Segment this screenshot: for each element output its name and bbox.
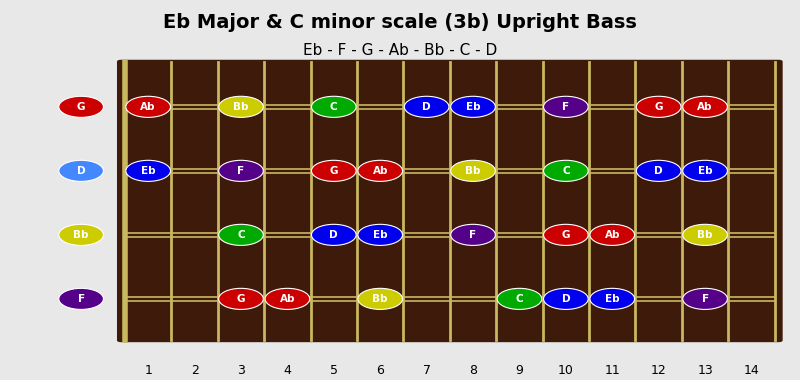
Circle shape [450, 224, 495, 245]
Circle shape [311, 160, 356, 181]
Text: G: G [77, 102, 86, 112]
Circle shape [636, 160, 681, 181]
Circle shape [218, 96, 263, 117]
FancyBboxPatch shape [117, 60, 782, 342]
Text: C: C [330, 102, 338, 112]
Text: Ab: Ab [141, 102, 156, 112]
Text: G: G [237, 294, 246, 304]
Circle shape [358, 160, 402, 181]
Text: D: D [562, 294, 570, 304]
Text: G: G [330, 166, 338, 176]
Circle shape [358, 288, 402, 309]
Text: Bb: Bb [234, 102, 249, 112]
Circle shape [58, 224, 103, 245]
Circle shape [682, 160, 727, 181]
Circle shape [126, 96, 170, 117]
Circle shape [218, 224, 263, 245]
Text: Ab: Ab [373, 166, 388, 176]
Text: Bb: Bb [74, 230, 89, 240]
Circle shape [682, 288, 727, 309]
Circle shape [126, 160, 170, 181]
Text: 12: 12 [650, 364, 666, 377]
Text: Eb: Eb [698, 166, 712, 176]
Text: F: F [78, 294, 85, 304]
Text: 14: 14 [744, 364, 759, 377]
Circle shape [497, 288, 542, 309]
Text: 1: 1 [144, 364, 152, 377]
Text: 4: 4 [283, 364, 291, 377]
Circle shape [450, 160, 495, 181]
Text: Bb: Bb [466, 166, 481, 176]
Circle shape [58, 96, 103, 117]
Circle shape [58, 288, 103, 309]
Text: Eb: Eb [466, 102, 480, 112]
Circle shape [590, 224, 634, 245]
Text: 2: 2 [190, 364, 198, 377]
Circle shape [404, 96, 449, 117]
Circle shape [450, 96, 495, 117]
Text: 10: 10 [558, 364, 574, 377]
Text: D: D [422, 102, 431, 112]
Text: C: C [562, 166, 570, 176]
Circle shape [58, 160, 103, 181]
Text: 7: 7 [422, 364, 430, 377]
Text: 8: 8 [469, 364, 477, 377]
Text: G: G [562, 230, 570, 240]
Text: Ab: Ab [280, 294, 295, 304]
Circle shape [682, 96, 727, 117]
Text: Eb: Eb [373, 230, 387, 240]
Text: Ab: Ab [605, 230, 620, 240]
Circle shape [543, 96, 588, 117]
Circle shape [543, 224, 588, 245]
Text: C: C [237, 230, 245, 240]
Text: F: F [702, 294, 709, 304]
Circle shape [543, 160, 588, 181]
Text: F: F [238, 166, 245, 176]
Text: 11: 11 [604, 364, 620, 377]
Text: Bb: Bb [698, 230, 713, 240]
Text: D: D [654, 166, 663, 176]
Text: 9: 9 [515, 364, 523, 377]
Circle shape [358, 224, 402, 245]
Circle shape [636, 96, 681, 117]
Text: Ab: Ab [698, 102, 713, 112]
Text: Eb: Eb [605, 294, 619, 304]
Circle shape [311, 224, 356, 245]
Text: Eb Major & C minor scale (3b) Upright Bass: Eb Major & C minor scale (3b) Upright Ba… [163, 13, 637, 32]
Text: C: C [516, 294, 523, 304]
Text: D: D [77, 166, 86, 176]
Circle shape [265, 288, 310, 309]
Text: 13: 13 [698, 364, 713, 377]
Text: Eb - F - G - Ab - Bb - C - D: Eb - F - G - Ab - Bb - C - D [303, 43, 497, 58]
Circle shape [682, 224, 727, 245]
Circle shape [218, 288, 263, 309]
Text: 5: 5 [330, 364, 338, 377]
Text: F: F [470, 230, 477, 240]
Text: F: F [562, 102, 570, 112]
Text: 3: 3 [237, 364, 245, 377]
Circle shape [218, 160, 263, 181]
Text: G: G [654, 102, 663, 112]
Circle shape [543, 288, 588, 309]
Text: D: D [330, 230, 338, 240]
Text: Bb: Bb [373, 294, 388, 304]
Circle shape [590, 288, 634, 309]
Text: Eb: Eb [141, 166, 155, 176]
Text: 6: 6 [376, 364, 384, 377]
Circle shape [311, 96, 356, 117]
